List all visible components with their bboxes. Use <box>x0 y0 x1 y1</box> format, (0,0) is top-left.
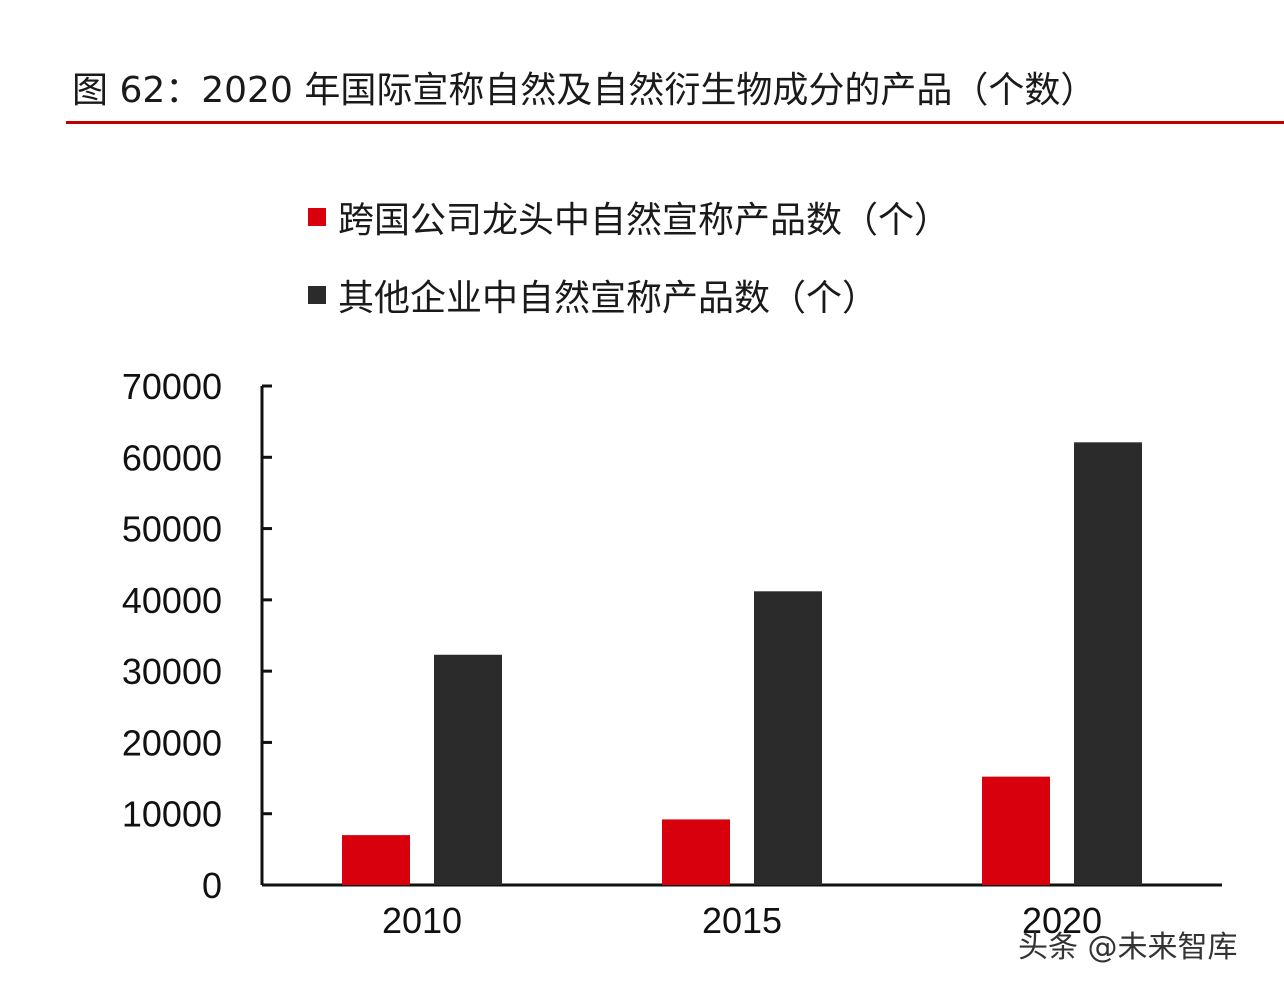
legend-swatch-red <box>308 208 326 226</box>
x-tick-label-2015: 2015 <box>702 900 782 941</box>
bar-2010-series-1 <box>434 654 502 885</box>
y-tick-label-1: 10000 <box>122 794 222 835</box>
legend-item-other: 其他企业中自然宣称产品数（个） <box>308 268 950 322</box>
y-tick-label-6: 60000 <box>122 437 222 478</box>
legend: 跨国公司龙头中自然宣称产品数（个） 其他企业中自然宣称产品数（个） <box>308 190 950 346</box>
legend-item-multinational: 跨国公司龙头中自然宣称产品数（个） <box>308 190 950 244</box>
watermark: 头条 @未来智库 <box>1018 930 1238 965</box>
bar-2020-series-0 <box>982 776 1050 885</box>
chart-title: 图 62：2020 年国际宣称自然及自然衍生物成分的产品（个数） <box>72 70 1097 111</box>
bar-2015-series-0 <box>662 819 730 885</box>
y-tick-label-5: 50000 <box>122 509 222 550</box>
y-tick-label-2: 20000 <box>122 722 222 763</box>
x-tick-label-2020: 2020 <box>1022 900 1102 941</box>
legend-swatch-dark <box>308 286 326 304</box>
y-tick-label-7: 70000 <box>122 366 222 407</box>
y-tick-label-0: 0 <box>202 865 222 906</box>
y-tick-label-4: 40000 <box>122 580 222 621</box>
bar-2010-series-0 <box>342 835 410 885</box>
y-tick-label-3: 30000 <box>122 651 222 692</box>
bar-2015-series-1 <box>754 591 822 885</box>
legend-label-other: 其他企业中自然宣称产品数（个） <box>338 278 879 319</box>
bar-2020-series-1 <box>1074 442 1142 885</box>
legend-label-multinational: 跨国公司龙头中自然宣称产品数（个） <box>338 200 951 241</box>
x-tick-label-2010: 2010 <box>382 900 462 941</box>
title-divider <box>66 121 1284 124</box>
